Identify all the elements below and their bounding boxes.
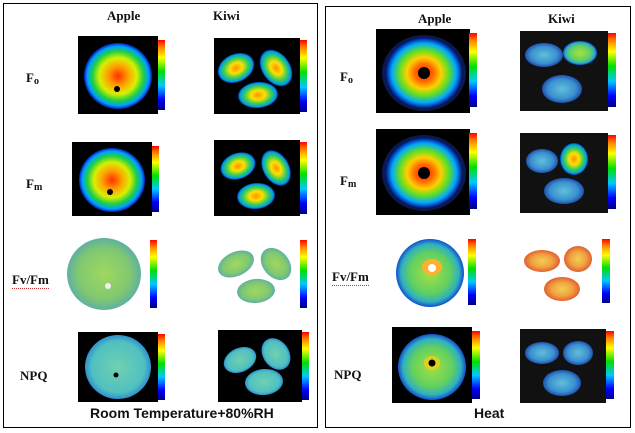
caption-heat: Heat: [474, 405, 505, 421]
image-apple-fvfm: [392, 235, 484, 309]
image-apple-fo: [78, 36, 168, 114]
row-label-fm-sub: m: [33, 182, 43, 193]
image-kiwi-fvfm: [520, 237, 612, 309]
row-label-fo: Fo: [340, 69, 353, 86]
left-panel: Apple Kiwi Fo Fm Fv/Fm NPQ: [3, 3, 318, 428]
row-label-fm-sub: m: [347, 179, 357, 190]
row-label-fm-main: F: [26, 176, 34, 191]
right-panel: Apple Kiwi Fo Fm Fv/Fm NPQ: [325, 6, 631, 428]
row-label-fo-main: F: [26, 70, 34, 85]
image-kiwi-fm: [214, 140, 310, 216]
col-header-apple: Apple: [418, 11, 452, 26]
image-apple-fm: [376, 129, 480, 215]
image-kiwi-fvfm: [212, 236, 312, 312]
row-label-fo-main: F: [340, 69, 348, 84]
row-label-npq: NPQ: [334, 367, 362, 382]
col-header-kiwi: Kiwi: [213, 8, 240, 23]
image-apple-fo: [376, 29, 480, 113]
col-header-apple: Apple: [107, 8, 141, 23]
row-label-fo-sub: o: [33, 76, 39, 87]
image-kiwi-fo: [214, 38, 310, 114]
row-label-npq: NPQ: [20, 368, 48, 383]
row-label-fm: Fm: [26, 176, 42, 193]
row-label-fo-sub: o: [347, 75, 353, 86]
row-label-fm: Fm: [340, 173, 356, 190]
row-label-fo: Fo: [26, 70, 39, 87]
image-apple-npq: [78, 332, 168, 402]
row-label-fvfm: Fv/Fm: [332, 269, 369, 286]
image-kiwi-npq: [520, 329, 616, 403]
row-label-fm-main: F: [340, 173, 348, 188]
image-kiwi-fm: [520, 133, 620, 213]
image-apple-npq: [392, 327, 484, 403]
col-header-kiwi: Kiwi: [548, 11, 575, 26]
image-kiwi-npq: [218, 330, 312, 402]
image-apple-fvfm: [62, 236, 162, 312]
row-label-fvfm: Fv/Fm: [12, 272, 49, 289]
caption-room-temperature: Room Temperature+80%RH: [90, 405, 274, 421]
image-apple-fm: [72, 142, 162, 216]
image-kiwi-fo: [520, 31, 620, 111]
